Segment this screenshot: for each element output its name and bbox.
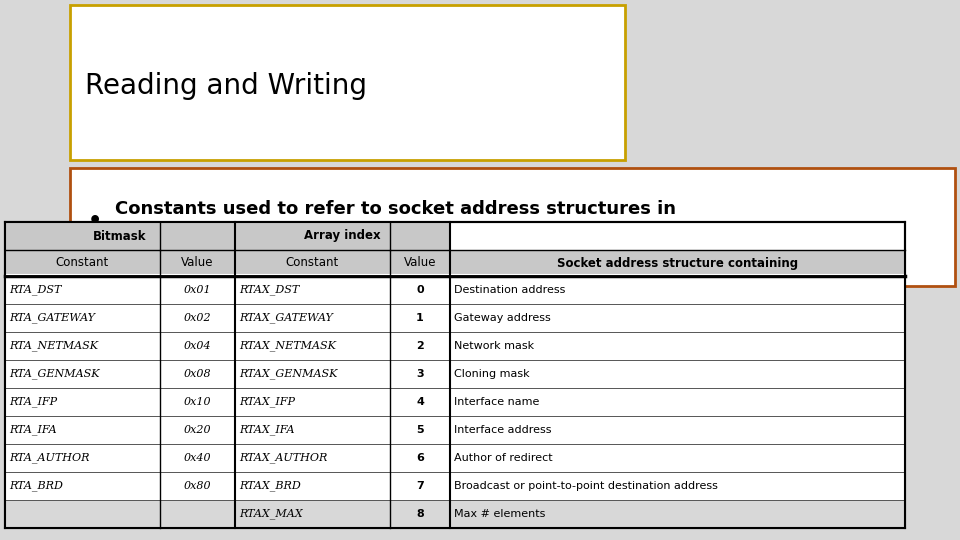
- Text: 5: 5: [417, 425, 423, 435]
- Text: Constant: Constant: [56, 256, 109, 269]
- Text: Cloning mask: Cloning mask: [454, 369, 530, 379]
- Text: RTA_GATEWAY: RTA_GATEWAY: [9, 313, 95, 323]
- Text: RTA_NETMASK: RTA_NETMASK: [9, 341, 98, 352]
- Text: Value: Value: [404, 256, 436, 269]
- Text: Constants used to refer to socket address structures in: Constants used to refer to socket addres…: [115, 200, 676, 218]
- Bar: [5, 276, 905, 304]
- Bar: [160, 250, 235, 276]
- Text: 6: 6: [416, 453, 424, 463]
- Text: Max # elements: Max # elements: [454, 509, 545, 519]
- Text: RTAX_BRD: RTAX_BRD: [239, 481, 300, 491]
- Bar: [5, 444, 905, 472]
- Text: routing messages: routing messages: [115, 244, 296, 262]
- Bar: [5, 304, 905, 332]
- Text: 7: 7: [416, 481, 424, 491]
- Text: 4: 4: [416, 397, 424, 407]
- Text: RTAX_MAX: RTAX_MAX: [239, 509, 302, 519]
- Text: •: •: [88, 211, 103, 231]
- Bar: [450, 250, 905, 276]
- Text: Interface name: Interface name: [454, 397, 540, 407]
- Text: 0x04: 0x04: [183, 341, 211, 351]
- Text: RTAX_GATEWAY: RTAX_GATEWAY: [239, 313, 333, 323]
- Bar: [390, 250, 450, 276]
- Text: RTAX_IFP: RTAX_IFP: [239, 397, 295, 407]
- Text: 0x02: 0x02: [183, 313, 211, 323]
- Text: RTA_DST: RTA_DST: [9, 285, 61, 295]
- Text: Constant: Constant: [286, 256, 339, 269]
- Text: RTAX_NETMASK: RTAX_NETMASK: [239, 341, 336, 352]
- Text: RTA_AUTHOR: RTA_AUTHOR: [9, 453, 89, 463]
- Text: Reading and Writing: Reading and Writing: [85, 72, 367, 99]
- Text: Broadcast or point-to-point destination address: Broadcast or point-to-point destination …: [454, 481, 718, 491]
- Text: Network mask: Network mask: [454, 341, 534, 351]
- Text: Array index: Array index: [304, 230, 381, 242]
- Text: RTA_GENMASK: RTA_GENMASK: [9, 369, 100, 380]
- Bar: [5, 388, 905, 416]
- Text: Gateway address: Gateway address: [454, 313, 551, 323]
- Text: 0x01: 0x01: [183, 285, 211, 295]
- Text: 8: 8: [416, 509, 424, 519]
- Text: Interface address: Interface address: [454, 425, 551, 435]
- Text: 0x80: 0x80: [183, 481, 211, 491]
- Text: RTAX_GENMASK: RTAX_GENMASK: [239, 369, 337, 380]
- Text: 2: 2: [416, 341, 424, 351]
- Text: Destination address: Destination address: [454, 285, 565, 295]
- Bar: [5, 360, 905, 388]
- Text: RTA_BRD: RTA_BRD: [9, 481, 62, 491]
- Text: RTAX_DST: RTAX_DST: [239, 285, 300, 295]
- Text: 0x10: 0x10: [183, 397, 211, 407]
- Text: 0x20: 0x20: [183, 425, 211, 435]
- Text: RTAX_IFA: RTAX_IFA: [239, 424, 295, 435]
- Text: RTAX_AUTHOR: RTAX_AUTHOR: [239, 453, 327, 463]
- Text: 0x40: 0x40: [183, 453, 211, 463]
- Bar: [5, 472, 905, 500]
- Text: 3: 3: [417, 369, 423, 379]
- Text: RTA_IFA: RTA_IFA: [9, 424, 57, 435]
- Text: Author of redirect: Author of redirect: [454, 453, 553, 463]
- FancyBboxPatch shape: [70, 168, 955, 286]
- Text: Value: Value: [181, 256, 214, 269]
- Bar: [235, 222, 450, 250]
- Bar: [5, 332, 905, 360]
- Text: 1: 1: [416, 313, 424, 323]
- Text: 0x08: 0x08: [183, 369, 211, 379]
- Text: 0: 0: [417, 285, 423, 295]
- Text: Socket address structure containing: Socket address structure containing: [557, 256, 798, 269]
- Text: RTA_IFP: RTA_IFP: [9, 397, 58, 407]
- Bar: [5, 500, 905, 528]
- FancyBboxPatch shape: [70, 5, 625, 160]
- Bar: [235, 250, 390, 276]
- Bar: [5, 416, 905, 444]
- Bar: [5, 222, 905, 528]
- Bar: [5, 222, 235, 250]
- Bar: [5, 250, 160, 276]
- Text: Bitmask: Bitmask: [93, 230, 147, 242]
